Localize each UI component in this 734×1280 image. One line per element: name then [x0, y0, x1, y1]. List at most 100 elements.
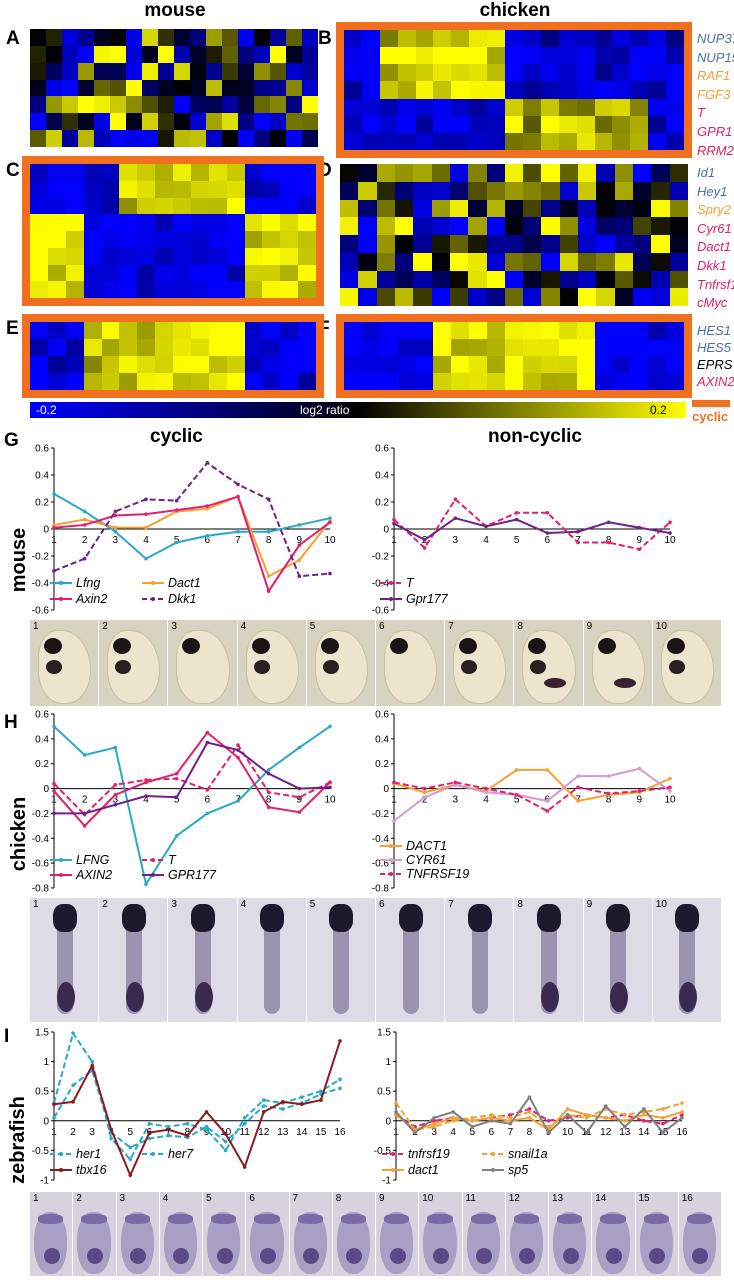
heatmap-cell	[596, 217, 616, 236]
heatmap-cell	[666, 30, 684, 48]
heatmap-cell	[487, 132, 506, 150]
x-tick-label: 10	[562, 1127, 574, 1138]
heatmap-cell	[558, 64, 578, 83]
heatmap-cell	[94, 96, 111, 114]
heatmap-cell	[174, 113, 191, 131]
heatmap-cell	[379, 81, 399, 100]
heatmap-cell	[358, 288, 378, 306]
heatmap-cell	[504, 199, 524, 218]
heatmap-cell	[486, 270, 506, 289]
y-tick-label: -0.4	[372, 834, 390, 845]
y-tick-label: -0.4	[32, 579, 50, 590]
data-point	[453, 497, 458, 502]
heatmap-cell	[487, 356, 506, 374]
heatmap-cell	[190, 231, 210, 249]
heatmap-cell	[486, 181, 506, 201]
heatmap-cell	[558, 115, 578, 134]
heatmap-cell	[576, 339, 596, 357]
heatmap-cell	[415, 81, 435, 100]
legend-label: Dact1	[168, 576, 201, 590]
heatmap-cell	[376, 181, 396, 201]
heatmap-cell	[468, 217, 488, 236]
heatmap-cell	[344, 81, 363, 100]
heatmap-cell	[238, 45, 255, 64]
heatmap-cell	[559, 217, 579, 236]
heatmap-cell	[298, 180, 316, 199]
heatmap-cell	[30, 197, 49, 215]
x-tick-label: 5	[514, 535, 520, 546]
heatmap-cell	[101, 164, 120, 182]
stain-blob	[303, 1248, 320, 1264]
heatmap-cell	[173, 164, 192, 182]
embryo-photo: 1	[30, 1192, 74, 1276]
heatmap-cell	[65, 180, 85, 199]
mouse-header: mouse	[144, 0, 206, 21]
x-tick-label: 10	[664, 795, 676, 806]
heatmap-cell	[238, 29, 255, 47]
heatmap-cell	[397, 132, 417, 150]
heatmap-cell	[630, 98, 649, 117]
heatmap-cell	[540, 81, 560, 100]
heatmap-cell	[119, 197, 138, 215]
series-line	[393, 517, 671, 541]
heatmap-cell	[559, 199, 579, 218]
data-point	[623, 1124, 627, 1129]
heatmap-cell	[451, 30, 470, 48]
heatmap-cell	[594, 339, 613, 357]
heatmap-cell	[208, 180, 228, 199]
gene-label: NUP155	[697, 49, 734, 65]
heatmap-cell	[541, 164, 561, 183]
data-point	[174, 498, 179, 503]
heatmap-cell	[142, 45, 159, 64]
x-tick-label: 1	[393, 1127, 399, 1138]
heatmap-cell	[190, 214, 210, 232]
heatmap-cell	[280, 339, 299, 357]
heatmap-cell	[433, 47, 452, 65]
heatmap-cell	[174, 96, 191, 114]
x-tick-label: 4	[143, 535, 149, 546]
heatmap-cell	[651, 270, 671, 289]
data-point	[661, 1121, 665, 1126]
y-tick-label: -0.6	[372, 606, 390, 617]
heatmap-cell	[596, 288, 616, 306]
heatmap-cell	[415, 322, 435, 340]
heatmap-cell	[612, 115, 631, 134]
data-point	[328, 724, 332, 729]
data-point	[281, 1107, 285, 1111]
data-point	[422, 546, 427, 550]
data-point	[661, 1130, 665, 1135]
embryo-photo: 3	[116, 1192, 160, 1276]
heatmap-cell	[47, 247, 67, 266]
heatmap-cell	[666, 132, 684, 150]
heatmap-cell	[666, 339, 684, 357]
heatmap-cell	[651, 181, 671, 201]
heatmap-cell	[110, 113, 127, 131]
data-point	[338, 1039, 342, 1043]
embryo-photo: 2	[73, 1192, 117, 1276]
heatmap-cell	[541, 217, 561, 236]
heatmap-cell	[280, 322, 299, 340]
heatmap-cell	[486, 217, 506, 236]
data-point	[603, 1116, 608, 1120]
heatmap-cell	[173, 322, 192, 340]
heatmap-cell	[206, 62, 223, 81]
embryo-photo: 12	[505, 1192, 549, 1276]
heatmap-cell	[208, 281, 228, 298]
gene-label: cMyc	[697, 295, 728, 311]
legend-label: her1	[76, 1147, 101, 1161]
heatmap-cell	[208, 214, 228, 232]
photo-number: 11	[465, 1193, 476, 1204]
photo-number: 12	[508, 1193, 520, 1204]
x-tick-label: 13	[619, 1127, 631, 1138]
data-point	[576, 774, 580, 778]
gene-label: Dact1	[697, 239, 731, 255]
heatmap-cell	[648, 132, 667, 150]
heatmap-cell	[142, 96, 159, 114]
y-tick-label: 1	[43, 1057, 49, 1068]
heatmap-cell	[578, 252, 597, 272]
photo-number: 13	[552, 1193, 564, 1204]
heatmap-cell	[340, 164, 359, 183]
stain-blob	[513, 1214, 539, 1224]
heatmap-cell	[155, 264, 174, 282]
heatmap-cell	[190, 247, 210, 266]
